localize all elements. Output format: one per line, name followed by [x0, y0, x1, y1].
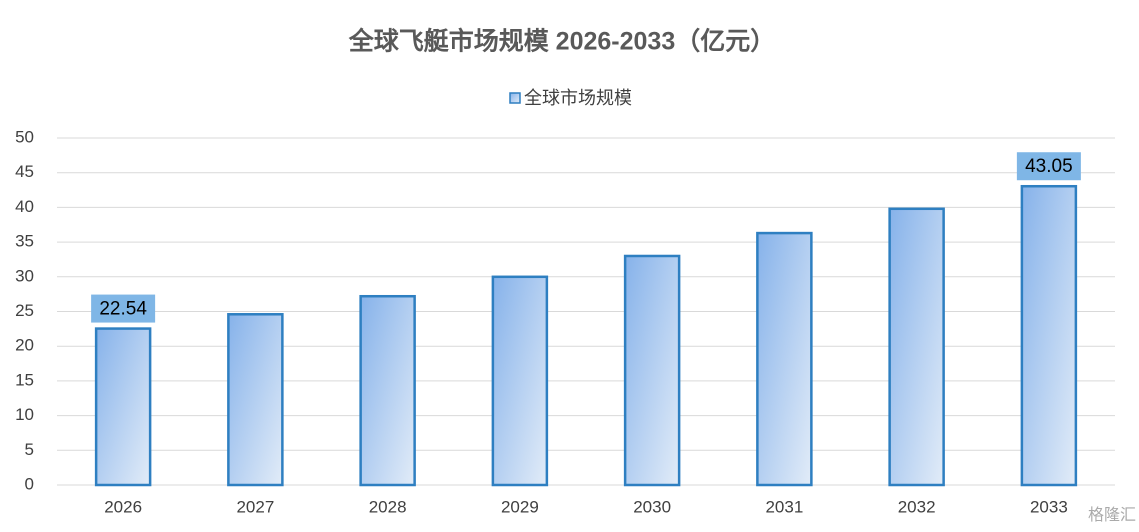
data-label: 43.05 — [1025, 156, 1073, 177]
bar — [491, 275, 549, 487]
y-tick-label: 25 — [15, 301, 34, 320]
y-tick-label: 30 — [15, 266, 34, 285]
x-tick-label: 2027 — [236, 497, 274, 516]
x-tick-label: 2030 — [633, 497, 671, 516]
bar — [756, 231, 813, 487]
x-tick-label: 2026 — [104, 497, 142, 516]
y-tick-label: 50 — [15, 127, 34, 146]
x-tick-label: 2032 — [898, 497, 936, 516]
legend-swatch — [509, 92, 521, 104]
x-tick-label: 2031 — [765, 497, 803, 516]
bar — [359, 294, 416, 487]
bar — [1020, 184, 1078, 487]
data-label: 22.54 — [99, 299, 147, 320]
x-tick-label: 2029 — [501, 497, 539, 516]
bar — [94, 327, 152, 487]
y-tick-label: 10 — [15, 405, 34, 424]
x-tick-label: 2033 — [1030, 497, 1068, 516]
data-label-box — [91, 294, 156, 323]
bar — [227, 313, 284, 487]
y-tick-label: 15 — [15, 370, 34, 389]
bar — [623, 254, 681, 487]
watermark: 格隆汇 — [1088, 506, 1136, 524]
y-tick-label: 5 — [25, 440, 34, 459]
y-tick-label: 20 — [15, 336, 34, 355]
data-label-box — [1016, 152, 1081, 181]
y-tick-label: 40 — [15, 197, 34, 216]
chart-title: 全球飞艇市场规模 2026-2033（亿元） — [348, 27, 776, 56]
bar — [888, 207, 945, 487]
y-tick-label: 0 — [25, 474, 34, 493]
y-tick-label: 45 — [15, 162, 34, 181]
x-tick-label: 2028 — [369, 497, 407, 516]
y-tick-label: 35 — [15, 232, 34, 251]
legend-label: 全球市场规模 — [524, 88, 632, 108]
